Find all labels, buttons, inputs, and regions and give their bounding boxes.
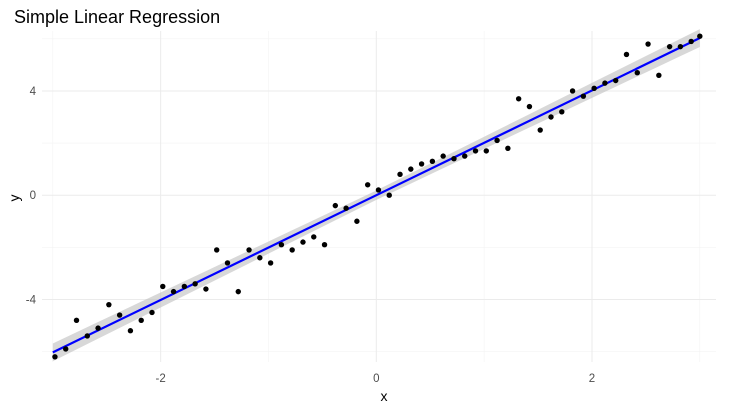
data-point bbox=[505, 145, 511, 151]
data-point bbox=[149, 309, 155, 316]
data-point bbox=[106, 301, 112, 308]
y-axis-label: y bbox=[6, 195, 22, 202]
data-point bbox=[311, 234, 317, 240]
data-point bbox=[537, 127, 543, 133]
data-point bbox=[602, 80, 608, 86]
data-point bbox=[677, 43, 684, 50]
data-point bbox=[73, 317, 80, 323]
data-point bbox=[429, 158, 436, 165]
data-point bbox=[451, 156, 457, 162]
data-point bbox=[397, 171, 403, 178]
data-point bbox=[289, 247, 295, 253]
data-point bbox=[580, 93, 587, 99]
data-point bbox=[343, 205, 349, 211]
data-point bbox=[300, 239, 306, 245]
regression-line bbox=[52, 37, 701, 354]
data-point bbox=[375, 187, 382, 193]
data-point bbox=[483, 148, 490, 154]
data-point bbox=[548, 114, 554, 120]
data-points bbox=[52, 33, 703, 360]
data-point bbox=[214, 247, 220, 253]
y-tick-labels: -4 0 4 bbox=[26, 86, 37, 307]
data-point bbox=[116, 312, 123, 318]
y-tick-label: 0 bbox=[30, 190, 36, 202]
data-point bbox=[278, 242, 285, 248]
data-point bbox=[526, 103, 533, 110]
data-point bbox=[203, 286, 209, 292]
x-tick-label: 0 bbox=[373, 373, 379, 385]
data-point bbox=[138, 317, 144, 323]
data-point bbox=[364, 182, 371, 188]
data-point bbox=[257, 255, 263, 261]
data-point bbox=[688, 38, 694, 45]
data-point bbox=[321, 242, 328, 248]
data-point bbox=[472, 148, 479, 154]
data-point bbox=[515, 96, 522, 102]
data-point bbox=[235, 288, 241, 295]
data-point bbox=[354, 218, 360, 224]
x-tick-label: 2 bbox=[589, 373, 595, 385]
data-point bbox=[181, 283, 188, 290]
chart-title: Simple Linear Regression bbox=[14, 7, 220, 27]
data-point bbox=[697, 33, 703, 39]
data-point bbox=[494, 137, 500, 144]
fit-line bbox=[52, 37, 701, 354]
data-point bbox=[462, 153, 468, 159]
data-point bbox=[192, 281, 198, 287]
data-point bbox=[332, 202, 339, 209]
data-point bbox=[559, 109, 565, 115]
x-tick-labels: -2 0 2 bbox=[156, 373, 596, 385]
x-tick-label: -2 bbox=[156, 373, 166, 385]
data-point bbox=[84, 333, 90, 339]
data-point bbox=[634, 70, 640, 76]
data-point bbox=[95, 325, 101, 331]
data-point bbox=[52, 354, 58, 360]
data-point bbox=[386, 192, 392, 198]
data-point bbox=[63, 346, 69, 352]
data-point bbox=[246, 247, 252, 253]
data-point bbox=[440, 153, 446, 159]
data-point bbox=[418, 161, 425, 167]
data-point bbox=[613, 77, 619, 84]
data-point bbox=[591, 85, 597, 92]
data-point bbox=[623, 51, 630, 58]
data-point bbox=[666, 43, 673, 50]
data-point bbox=[656, 72, 662, 79]
y-tick-label: 4 bbox=[30, 86, 37, 98]
data-point bbox=[224, 260, 231, 266]
data-point bbox=[408, 166, 414, 172]
data-point bbox=[267, 260, 274, 266]
x-axis-label: x bbox=[381, 388, 388, 404]
data-point bbox=[569, 88, 576, 94]
data-point bbox=[170, 288, 177, 295]
y-tick-label: -4 bbox=[26, 294, 37, 306]
data-point bbox=[127, 328, 134, 334]
data-point bbox=[645, 41, 651, 47]
data-point bbox=[160, 283, 166, 290]
